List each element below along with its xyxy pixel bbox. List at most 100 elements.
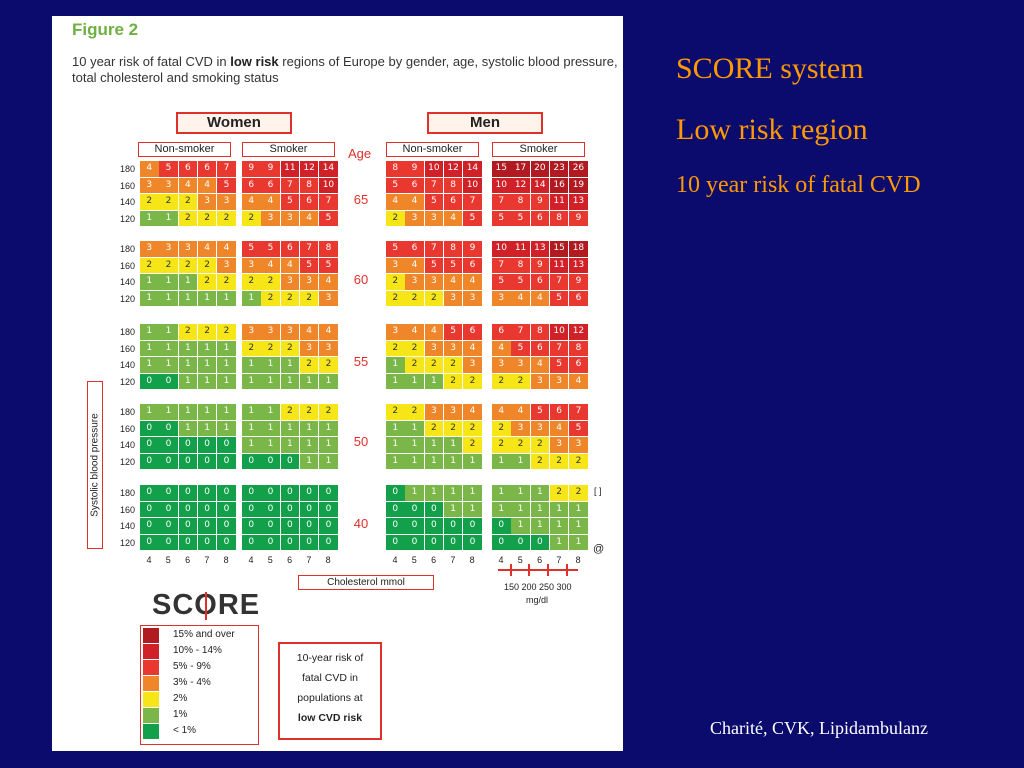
risk-cell: 1 xyxy=(299,420,319,436)
risk-cell: 0 xyxy=(217,534,236,550)
risk-cell: 2 xyxy=(463,437,482,453)
risk-cell: 1 xyxy=(280,357,300,373)
risk-cell: 0 xyxy=(159,501,178,517)
risk-cell: 3 xyxy=(280,210,300,226)
risk-cell: 1 xyxy=(140,340,159,356)
risk-cell: 0 xyxy=(242,518,261,534)
risk-cell: 8 xyxy=(299,177,319,193)
risk-cell: 0 xyxy=(386,485,405,501)
risk-cell: 3 xyxy=(319,290,338,306)
risk-cell: 1 xyxy=(261,357,280,373)
risk-cell: 1 xyxy=(217,357,236,373)
risk-cell: 1 xyxy=(405,453,424,469)
risk-cell: 1 xyxy=(159,340,178,356)
risk-cell: 4 xyxy=(463,404,482,420)
sbp-tick-label: 180 xyxy=(119,327,135,337)
risk-cell: 13 xyxy=(569,257,588,273)
risk-cell: 4 xyxy=(569,373,588,389)
risk-cell: 0 xyxy=(530,534,550,550)
slide-subtitle: 10 year risk of fatal CVD xyxy=(676,172,921,198)
risk-cell: 0 xyxy=(197,518,217,534)
risk-cell: 2 xyxy=(492,437,511,453)
risk-cell: 1 xyxy=(261,420,280,436)
risk-cell: 5 xyxy=(492,210,511,226)
risk-cell: 3 xyxy=(424,340,444,356)
risk-cell: 5 xyxy=(242,241,261,257)
risk-cell: 2 xyxy=(569,453,588,469)
risk-cell: 1 xyxy=(424,485,444,501)
legend-label: 15% and over xyxy=(173,629,235,640)
risk-cell: 5 xyxy=(217,177,236,193)
risk-cell: 5 xyxy=(492,274,511,290)
risk-cell: 6 xyxy=(530,210,550,226)
risk-cell: 2 xyxy=(319,357,338,373)
risk-cell: 11 xyxy=(549,194,569,210)
risk-cell: 4 xyxy=(386,194,405,210)
risk-cell: 0 xyxy=(280,485,300,501)
risk-cell: 0 xyxy=(492,518,511,534)
risk-cell: 5 xyxy=(443,324,463,340)
risk-cell: 6 xyxy=(463,324,482,340)
risk-cell: 7 xyxy=(511,324,530,340)
risk-cell: 1 xyxy=(242,373,261,389)
risk-cell: 4 xyxy=(463,274,482,290)
risk-cell: 6 xyxy=(569,357,588,373)
risk-cell: 0 xyxy=(280,518,300,534)
risk-cell: 0 xyxy=(463,518,482,534)
risk-cell: 20 xyxy=(530,161,550,177)
risk-cell: 2 xyxy=(280,290,300,306)
risk-cell: 15 xyxy=(549,241,569,257)
risk-cell: 0 xyxy=(280,534,300,550)
risk-cell: 6 xyxy=(530,340,550,356)
risk-cell: 1 xyxy=(242,357,261,373)
risk-cell: 1 xyxy=(140,210,159,226)
risk-cell: 3 xyxy=(530,420,550,436)
risk-cell: 1 xyxy=(217,420,236,436)
risk-cell: 0 xyxy=(261,453,280,469)
risk-cell: 0 xyxy=(178,485,198,501)
risk-cell: 1 xyxy=(424,437,444,453)
risk-cell: 14 xyxy=(319,161,338,177)
risk-cell: 1 xyxy=(530,501,550,517)
age-title: Age xyxy=(348,146,372,161)
risk-cell: 1 xyxy=(386,373,405,389)
cholesterol-tick-label: 4 xyxy=(146,555,152,565)
risk-cell: 1 xyxy=(280,373,300,389)
risk-cell: 0 xyxy=(140,501,159,517)
age-label: 50 xyxy=(353,434,369,449)
risk-cell: 8 xyxy=(549,210,569,226)
risk-cell: 1 xyxy=(443,501,463,517)
risk-cell: 3 xyxy=(424,210,444,226)
risk-cell: 5 xyxy=(424,257,444,273)
cholesterol-tick-label: 4 xyxy=(498,555,504,565)
mgdl-tick xyxy=(547,564,549,576)
risk-cell: 1 xyxy=(242,420,261,436)
risk-cell: 0 xyxy=(217,518,236,534)
risk-cell: 4 xyxy=(463,340,482,356)
sbp-tick-label: 160 xyxy=(119,260,135,271)
risk-cell: 1 xyxy=(178,420,198,436)
risk-cell: 1 xyxy=(159,324,178,340)
sbp-tick-label: 120 xyxy=(119,376,135,387)
risk-cell: 1 xyxy=(217,290,236,306)
risk-cell: 16 xyxy=(549,177,569,193)
risk-cell: 2 xyxy=(405,290,424,306)
risk-cell: 0 xyxy=(242,485,261,501)
risk-cell: 0 xyxy=(159,534,178,550)
risk-cell: 0 xyxy=(159,437,178,453)
risk-cell: 0 xyxy=(197,485,217,501)
risk-cell: 4 xyxy=(319,324,338,340)
risk-cell: 3 xyxy=(405,210,424,226)
sbp-axis-label: Systolic blood pressure xyxy=(89,413,101,517)
risk-cell: 2 xyxy=(217,324,236,340)
risk-cell: 3 xyxy=(217,194,236,210)
risk-cell: 14 xyxy=(530,177,550,193)
risk-cell: 1 xyxy=(261,373,280,389)
risk-cell: 2 xyxy=(424,420,444,436)
men-smoker-header: Smoker xyxy=(492,142,585,157)
sbp-tick-label: 120 xyxy=(119,537,135,548)
risk-cell: 2 xyxy=(492,420,511,436)
risk-cell: 1 xyxy=(197,357,217,373)
risk-cell: 1 xyxy=(261,437,280,453)
risk-cell: 3 xyxy=(140,177,159,193)
